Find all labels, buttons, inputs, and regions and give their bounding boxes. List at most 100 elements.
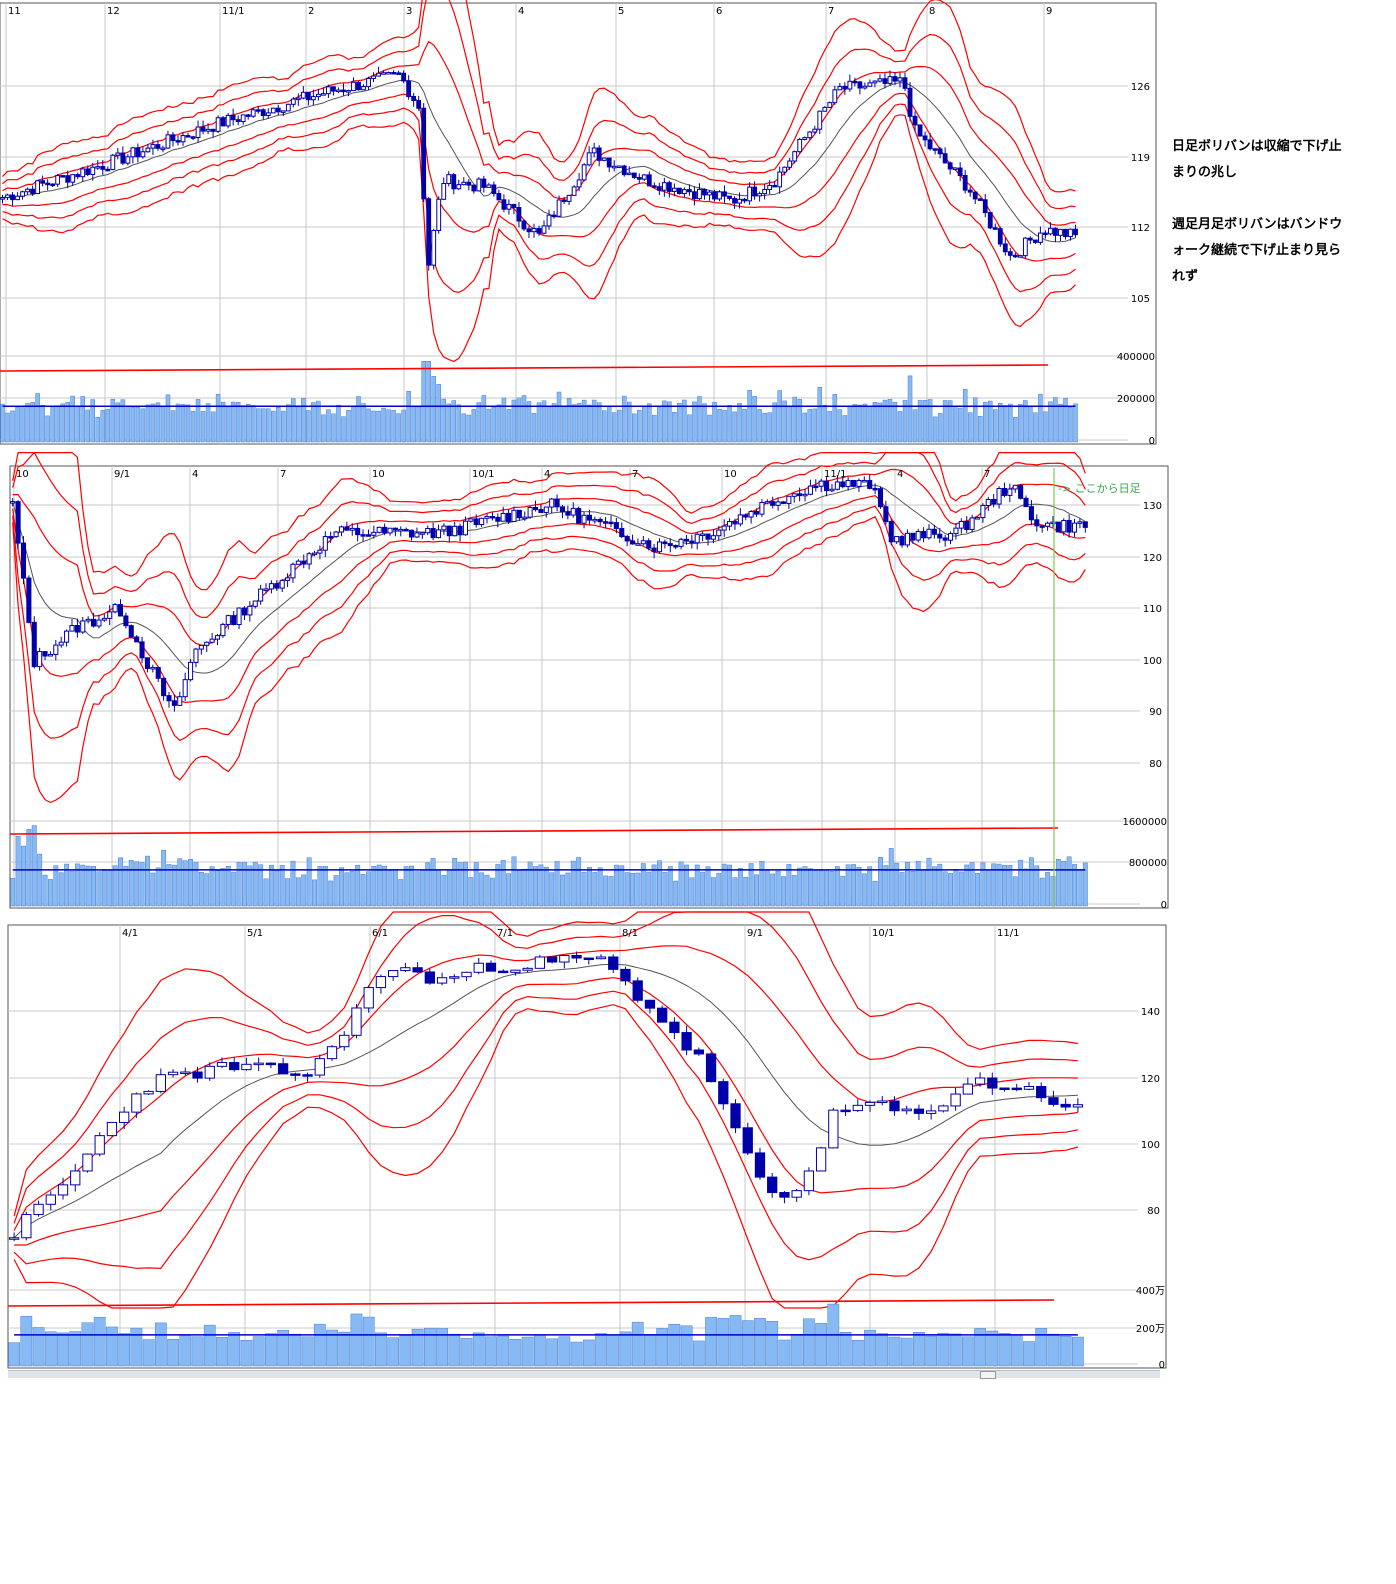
volume-bar bbox=[1048, 401, 1053, 443]
candle-body bbox=[230, 114, 236, 121]
volume-bar bbox=[371, 410, 376, 443]
candle-body bbox=[55, 175, 61, 185]
panel-frame bbox=[0, 2, 1157, 445]
volume-bar bbox=[145, 404, 151, 443]
candle-body bbox=[777, 171, 783, 188]
candle-body bbox=[996, 487, 1002, 505]
candle-body bbox=[656, 541, 663, 553]
volume-bar bbox=[1039, 877, 1045, 907]
candle-body bbox=[683, 538, 689, 542]
candle-body bbox=[910, 532, 916, 541]
candle-body bbox=[15, 195, 20, 201]
volume-tick-label: 200万 bbox=[1136, 1324, 1165, 1335]
volume-bar bbox=[495, 864, 501, 907]
volume-bar bbox=[673, 880, 679, 907]
volume-bar bbox=[560, 874, 565, 907]
volume-bar bbox=[74, 863, 80, 907]
volume-bar bbox=[1043, 411, 1048, 443]
volume-bar bbox=[767, 412, 772, 443]
candle-body bbox=[1011, 1087, 1022, 1091]
volume-bar bbox=[387, 870, 393, 907]
candle-body bbox=[60, 175, 66, 178]
panel-frame bbox=[9, 465, 1169, 909]
volume-bar bbox=[500, 860, 506, 907]
candle-body bbox=[556, 199, 562, 217]
y-tick-label: 90 bbox=[1149, 707, 1162, 718]
volume-bar bbox=[861, 873, 867, 907]
candle-body bbox=[576, 507, 582, 524]
candle-body bbox=[832, 89, 838, 104]
volume-bar bbox=[732, 877, 738, 907]
candle-body bbox=[974, 1077, 986, 1085]
candle-body bbox=[314, 1058, 325, 1076]
volume-bar bbox=[993, 409, 998, 443]
candle-body bbox=[144, 657, 150, 669]
volume-bar bbox=[536, 402, 542, 443]
candle-body bbox=[606, 157, 612, 168]
volume-bar bbox=[969, 862, 975, 907]
candle-body bbox=[570, 507, 576, 516]
candle-body bbox=[431, 230, 437, 266]
candle-body bbox=[681, 1032, 692, 1051]
volume-bar bbox=[802, 866, 808, 907]
candle-body bbox=[632, 980, 643, 1001]
candle-body bbox=[797, 138, 803, 153]
candle-body bbox=[541, 225, 547, 234]
volume-bar bbox=[107, 870, 113, 907]
volume-bar bbox=[118, 1333, 131, 1367]
candle-body bbox=[531, 228, 537, 233]
volume-bar bbox=[987, 400, 993, 443]
bollinger-band-line bbox=[12, 505, 1086, 742]
candle-body bbox=[20, 191, 25, 197]
volume-bar bbox=[375, 1332, 387, 1367]
volume-bar bbox=[1068, 406, 1073, 443]
candle-body bbox=[466, 181, 472, 186]
y-tick-label: 105 bbox=[1131, 294, 1150, 305]
x-tick-label: 5 bbox=[618, 6, 624, 17]
volume-bar bbox=[50, 406, 55, 443]
candle-body bbox=[824, 480, 830, 492]
volume-bar bbox=[436, 869, 441, 907]
candle-body bbox=[937, 148, 943, 155]
volume-bar bbox=[123, 865, 129, 907]
volume-bar bbox=[872, 880, 878, 907]
candle-body bbox=[1034, 519, 1040, 527]
volume-bar bbox=[937, 1332, 950, 1367]
volume-bar bbox=[497, 1335, 510, 1367]
volume-tick-label: 800000 bbox=[1129, 858, 1167, 869]
volume-bar bbox=[44, 1331, 57, 1367]
candle-body bbox=[346, 90, 351, 93]
volume-bar bbox=[511, 399, 517, 443]
volume-tick-label: 400万 bbox=[1136, 1286, 1165, 1297]
x-tick-label: 12 bbox=[107, 6, 120, 17]
bollinger-band-line bbox=[13, 990, 1079, 1270]
volume-bar bbox=[32, 1327, 45, 1367]
candle-body bbox=[366, 77, 371, 88]
volume-bar bbox=[509, 1339, 522, 1367]
volume-bar bbox=[541, 400, 547, 443]
volume-bar bbox=[526, 401, 532, 443]
candle-body bbox=[892, 76, 898, 82]
volume-bar bbox=[37, 853, 43, 907]
volume-bar bbox=[1018, 404, 1023, 443]
candle-body bbox=[481, 178, 487, 188]
candle-body bbox=[964, 520, 970, 530]
scrollbar-thumb[interactable] bbox=[980, 1371, 996, 1379]
volume-bar bbox=[40, 405, 45, 443]
candle-body bbox=[360, 534, 366, 537]
candle-body bbox=[274, 583, 280, 589]
candle-body bbox=[341, 89, 346, 93]
candle-body bbox=[1018, 484, 1024, 499]
volume-bar bbox=[797, 867, 803, 907]
volume-bar bbox=[100, 410, 106, 443]
volume-band-line bbox=[0, 364, 1049, 372]
horizontal-scrollbar[interactable] bbox=[8, 1370, 1160, 1379]
candle-body bbox=[436, 198, 442, 232]
candle-body bbox=[861, 479, 867, 483]
candle-body bbox=[1002, 243, 1008, 253]
x-tick-label: 4 bbox=[518, 6, 524, 17]
volume-bar bbox=[436, 1328, 448, 1367]
volume-bar bbox=[538, 864, 544, 907]
candle-body bbox=[53, 644, 59, 655]
candle-body bbox=[328, 536, 334, 539]
